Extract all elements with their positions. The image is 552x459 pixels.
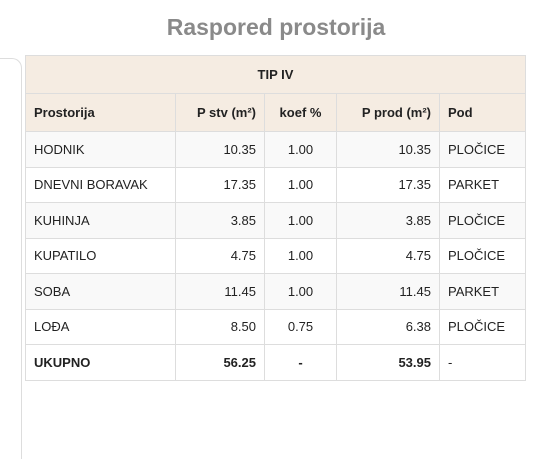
table-row: KUPATILO 4.75 1.00 4.75 PLOČICE <box>25 237 526 274</box>
table-cell: 17.35 <box>336 166 440 203</box>
table-cell: 3.85 <box>336 202 440 239</box>
table-cell: 17.35 <box>175 166 265 203</box>
room-table: TIP IV Prostorija P stv (m²) koef % P prod (… <box>25 55 526 381</box>
table-cell: KUHINJA <box>25 202 176 239</box>
total-cell: 56.25 <box>175 344 265 381</box>
sidebar-border <box>0 58 22 459</box>
table-cell: 1.00 <box>264 237 337 274</box>
page: {"title": "Raspored prostorija", "table"… <box>0 14 526 459</box>
total-cell: 53.95 <box>336 344 440 381</box>
header-cell: Prostorija <box>25 93 176 132</box>
table-cell: 1.00 <box>264 131 337 168</box>
table-cell: DNEVNI BORAVAK <box>25 166 176 203</box>
table-cell: 4.75 <box>175 237 265 274</box>
table-row: HODNIK 10.35 1.00 10.35 PLOČICE <box>25 131 526 168</box>
table-cell: 1.00 <box>264 273 337 310</box>
page-body: Raspored prostorija TIP IV Prostorija P st… <box>0 14 526 459</box>
table-row: KUHINJA 3.85 1.00 3.85 PLOČICE <box>25 202 526 239</box>
table-row: DNEVNI BORAVAK 17.35 1.00 17.35 PARKET <box>25 166 526 203</box>
caption-row: TIP IV <box>25 55 526 94</box>
table-cell: KUPATILO <box>25 237 176 274</box>
total-cell: UKUPNO <box>25 344 176 381</box>
table-cell: 0.75 <box>264 308 337 345</box>
table-cell: 1.00 <box>264 166 337 203</box>
table-cell: PLOČICE <box>439 202 526 239</box>
table-cell: PLOČICE <box>439 131 526 168</box>
total-cell: - <box>264 344 337 381</box>
page-title: Raspored prostorija <box>166 14 386 40</box>
table-caption: TIP IV <box>25 55 526 94</box>
table-cell: 11.45 <box>336 273 440 310</box>
table-cell: SOBA <box>25 273 176 310</box>
table-cell: PLOČICE <box>439 308 526 345</box>
header-cell: koef % <box>264 93 337 132</box>
total-cell: - <box>439 344 526 381</box>
header-cell: P stv (m²) <box>175 93 265 132</box>
table-cell: 11.45 <box>175 273 265 310</box>
table-cell: HODNIK <box>25 131 176 168</box>
header-row: Prostorija P stv (m²) koef % P prod (m²) Pod <box>25 93 526 132</box>
header-cell: P prod (m²) <box>336 93 440 132</box>
table-cell: PARKET <box>439 273 526 310</box>
table-cell: 10.35 <box>336 131 440 168</box>
table-cell: 4.75 <box>336 237 440 274</box>
table-cell: 1.00 <box>264 202 337 239</box>
table-cell: 10.35 <box>175 131 265 168</box>
total-row: UKUPNO 56.25-53.95- <box>25 344 526 381</box>
table-row: SOBA 11.45 1.00 11.45 PARKET <box>25 273 526 310</box>
table-row: LOĐA 8.50 0.75 6.38 PLOČICE <box>25 308 526 345</box>
table-cell: PARKET <box>439 166 526 203</box>
table-cell: 8.50 <box>175 308 265 345</box>
header-cell: Pod <box>439 93 526 132</box>
table-cell: LOĐA <box>25 308 176 345</box>
table-cell: 3.85 <box>175 202 265 239</box>
table-cell: PLOČICE <box>439 237 526 274</box>
table-cell: 6.38 <box>336 308 440 345</box>
